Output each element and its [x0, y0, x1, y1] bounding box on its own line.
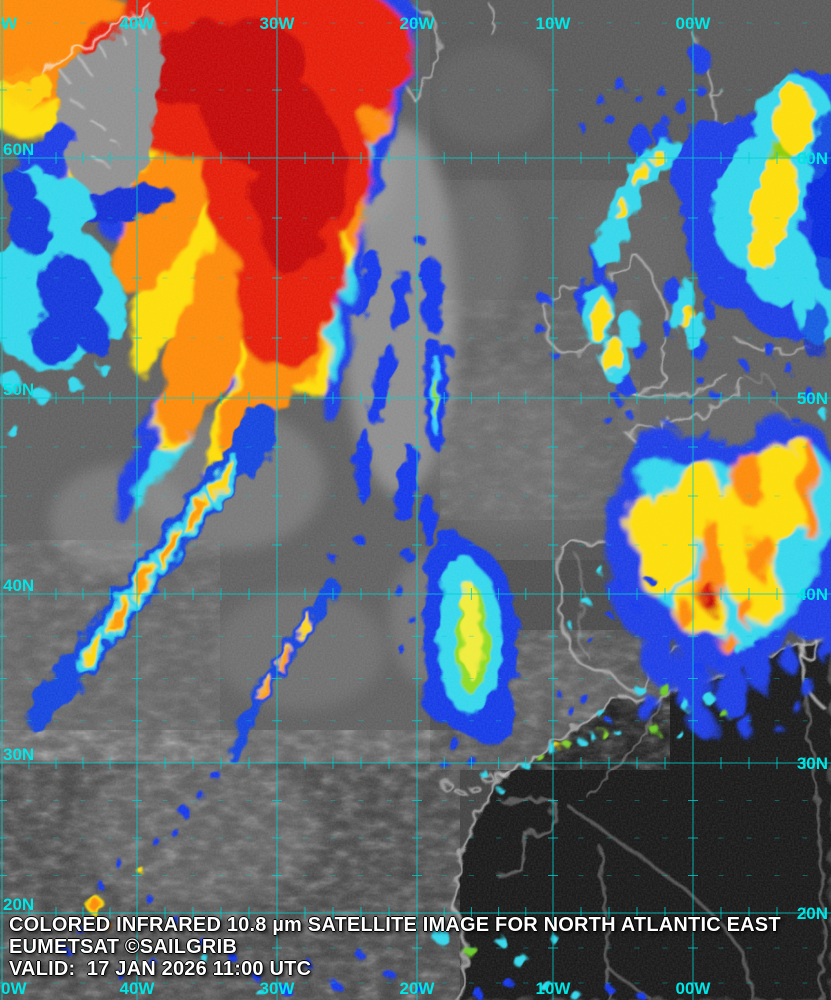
grid-label: 40N [797, 585, 828, 604]
grid-label: 20W [400, 14, 436, 33]
grid-label: 00W [676, 14, 712, 33]
grid-label: 60N [797, 149, 828, 168]
grid-label: 30W [260, 14, 296, 33]
grid-label: 30N [797, 754, 828, 773]
grid-label: 40W [120, 14, 156, 33]
grid-label: 00W [676, 979, 712, 998]
grid-label: 20N [3, 895, 34, 914]
grid-label: 50N [3, 380, 34, 399]
grid-label: 40W [120, 979, 156, 998]
grid-label: 30W [260, 979, 296, 998]
caption-title: COLORED INFRARED 10.8 µm SATELLITE IMAGE… [9, 914, 781, 936]
grid-label: 20W [400, 979, 436, 998]
grid-label: W [1, 14, 18, 33]
caption-credit: EUMETSAT ©SAILGRIB [9, 936, 237, 958]
caption-valid-time: VALID: 17 JAN 2026 11:00 UTC [9, 958, 312, 980]
grid-label: 20N [797, 904, 828, 923]
grid-label: 10W [536, 14, 572, 33]
caption-block: COLORED INFRARED 10.8 µm SATELLITE IMAGE… [9, 914, 781, 980]
grid-label: 40N [3, 576, 34, 595]
grid-label: 30N [3, 745, 34, 764]
grid-label: 60N [3, 140, 34, 159]
grid-label: 0W [1, 979, 27, 998]
grid-label: 50N [797, 389, 828, 408]
grid-label: 10W [536, 979, 572, 998]
